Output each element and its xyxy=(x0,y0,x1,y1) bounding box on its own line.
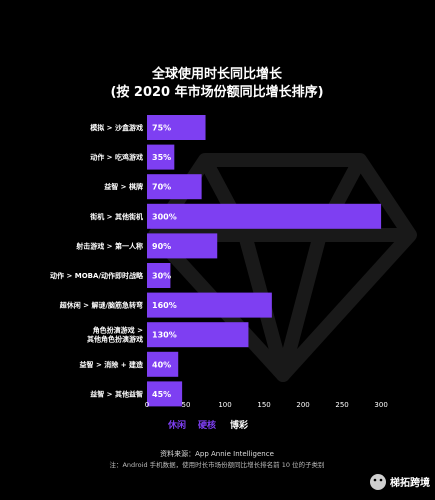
category-label: 动作 > MOBA/动作即时战略 xyxy=(50,271,144,280)
x-tick-label: 150 xyxy=(257,401,270,409)
x-tick-label: 300 xyxy=(374,401,387,409)
bar-value-label: 90% xyxy=(152,242,171,251)
bar xyxy=(147,263,171,288)
bar-value-label: 160% xyxy=(152,301,177,310)
bar xyxy=(147,351,179,377)
bar xyxy=(147,174,202,200)
bar-value-label: 35% xyxy=(152,153,171,162)
bar xyxy=(147,381,183,407)
watermark: 梯拓跨境 xyxy=(370,474,430,490)
x-tick-label: 200 xyxy=(296,401,309,409)
bar xyxy=(147,322,249,348)
bar-value-label: 70% xyxy=(152,183,171,192)
bar xyxy=(147,233,218,259)
chart-title: 全球使用时长同比增长 xyxy=(151,66,283,82)
bar-value-label: 75% xyxy=(152,124,171,133)
x-tick-label: 100 xyxy=(218,401,231,409)
bar xyxy=(147,115,206,140)
bar-value-label: 130% xyxy=(152,331,177,340)
category-label: 街机 > 其他街机 xyxy=(89,212,143,221)
chart-subtitle: (按 2020 年市场份额同比增长排序) xyxy=(110,84,323,100)
x-tick-label: 250 xyxy=(335,401,348,409)
bar-value-label: 40% xyxy=(152,360,171,369)
legend-item-gambling: 博彩 xyxy=(230,419,248,431)
source-text: 资料来源：App Annie Intelligence xyxy=(160,449,274,458)
bar-value-label: 300% xyxy=(152,212,177,221)
x-tick-label: 50 xyxy=(182,401,191,409)
bar xyxy=(147,292,272,318)
legend-item-casual: 休闲 xyxy=(167,419,186,431)
bar xyxy=(147,203,382,229)
category-label: 动作 > 吃鸡游戏 xyxy=(90,153,143,162)
x-tick-label: 0 xyxy=(145,401,149,409)
bar-value-label: 30% xyxy=(152,272,171,281)
bar-value-label: 45% xyxy=(152,390,171,399)
category-label: 益智 > 消除 + 建造 xyxy=(80,360,144,369)
legend-item-hardcore: 硬核 xyxy=(198,419,216,431)
category-label: 益智 > 棋牌 xyxy=(104,182,143,191)
category-label: 角色扮演游戏 >其他角色扮演游戏 xyxy=(87,326,143,344)
category-label: 射击游戏 > 第一人称 xyxy=(75,241,143,250)
category-label: 超休闲 > 解谜/脑筋急转弯 xyxy=(60,301,143,310)
wechat-logo-icon xyxy=(370,474,386,490)
category-label: 益智 > 其他益智 xyxy=(90,389,143,398)
bar xyxy=(147,144,175,170)
watermark-text: 梯拓跨境 xyxy=(390,476,430,489)
category-label: 模拟 > 沙盒游戏 xyxy=(90,123,143,132)
note-text: 注：Android 手机数据，使用时长市场份额同比增长排名前 10 位的子类别 xyxy=(109,460,324,469)
